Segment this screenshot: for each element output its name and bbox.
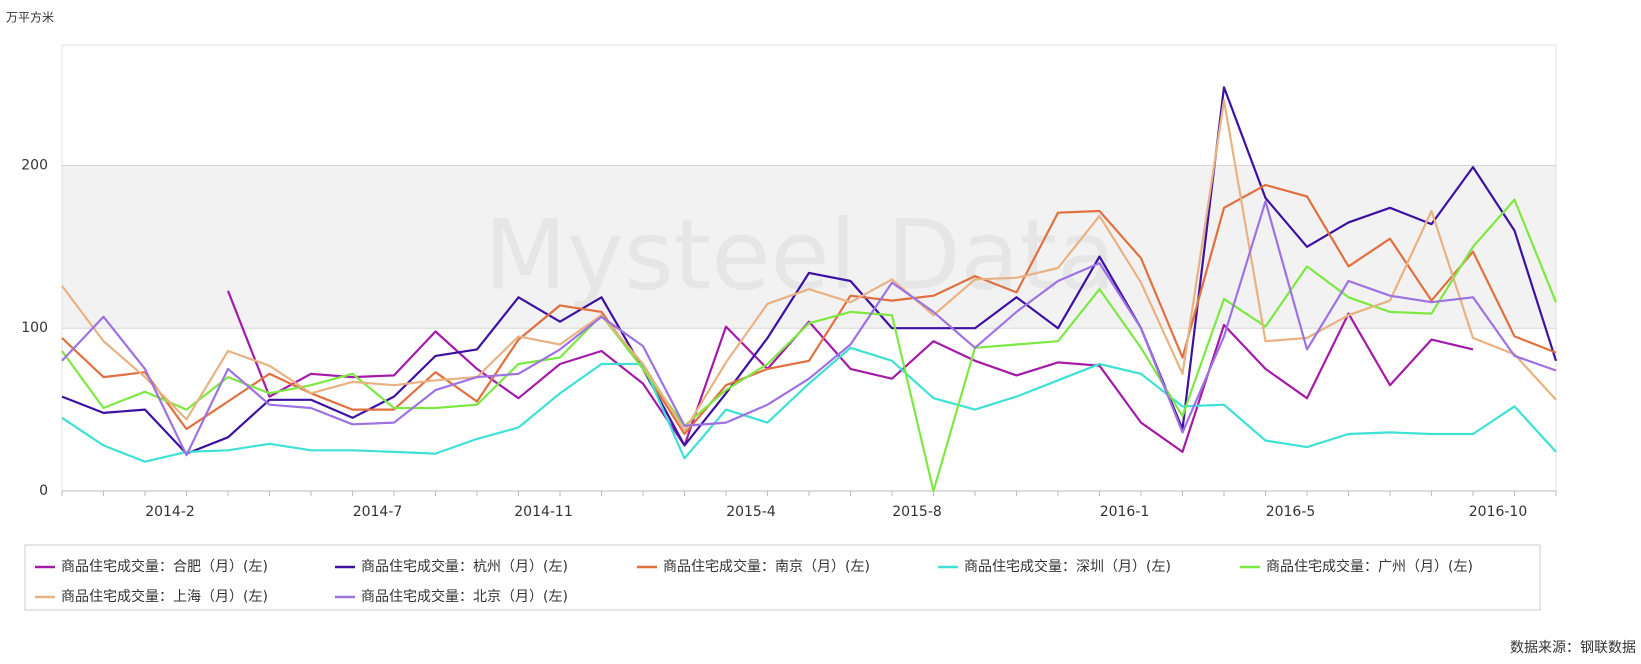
y-tick-label: 100	[21, 320, 48, 336]
x-tick-label: 2014-11	[514, 504, 573, 520]
legend-box	[24, 544, 1541, 611]
legend-label: 商品住宅成交量：杭州（月）(左)	[361, 558, 568, 575]
x-tick-label: 2016-5	[1266, 504, 1316, 520]
source: 数据来源：钢联数据	[1510, 640, 1636, 656]
series-line	[61, 346, 1557, 463]
legend-label: 商品住宅成交量：广州（月）(左)	[1266, 558, 1473, 575]
y-axis-label: 万平方米	[6, 10, 54, 25]
series-line	[61, 198, 1558, 493]
legend-label: 商品住宅成交量：上海（月）(左)	[61, 588, 268, 605]
series-line	[61, 99, 1557, 432]
y-tick-label: 0	[39, 483, 48, 499]
legend-label: 商品住宅成交量：合肥（月）(左)	[61, 558, 268, 575]
x-tick-label: 2014-7	[353, 504, 403, 520]
watermark: Mysteel Data	[484, 199, 1116, 311]
legend-label: 商品住宅成交量：深圳（月）(左)	[964, 558, 1171, 575]
x-tick-label: 2014-2	[145, 504, 195, 520]
x-tick-label: 2016-1	[1100, 504, 1150, 520]
series-line	[61, 86, 1558, 455]
legend-label: 商品住宅成交量：北京（月）(左)	[361, 588, 568, 605]
legend-label: 商品住宅成交量：南京（月）(左)	[663, 558, 870, 575]
x-tick-label: 2015-8	[892, 504, 942, 520]
y-tick-label: 200	[21, 157, 48, 173]
x-tick-label: 2016-10	[1469, 504, 1528, 520]
series-line	[61, 200, 1557, 457]
x-tick-label: 2015-4	[726, 504, 776, 520]
series-line	[226, 290, 1474, 453]
